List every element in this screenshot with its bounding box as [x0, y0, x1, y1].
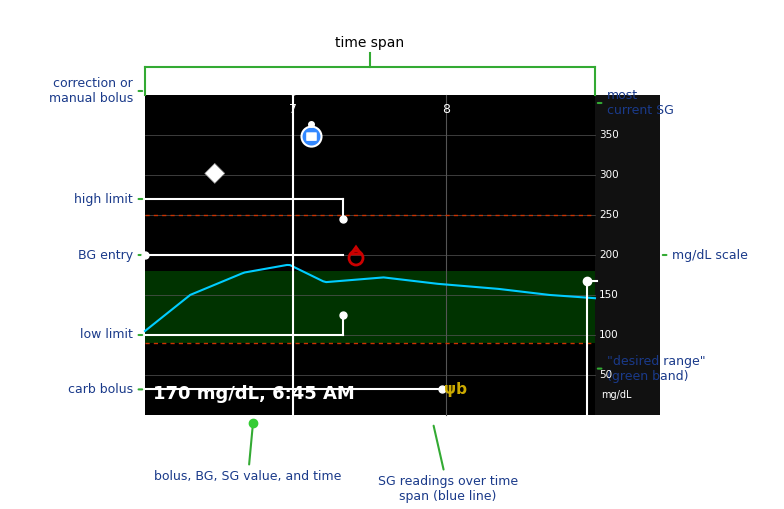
Text: time span: time span	[336, 36, 405, 50]
Text: 200: 200	[599, 250, 619, 260]
Text: mg/dL scale: mg/dL scale	[662, 248, 748, 262]
Text: 250: 250	[599, 210, 619, 220]
FancyBboxPatch shape	[307, 132, 317, 141]
Text: 150: 150	[599, 290, 619, 300]
Text: mg/dL: mg/dL	[601, 390, 631, 400]
Text: 8: 8	[442, 103, 451, 116]
Text: 170 mg/dL, 6:45 AM: 170 mg/dL, 6:45 AM	[153, 385, 354, 403]
Text: bolus, BG, SG value, and time: bolus, BG, SG value, and time	[154, 426, 342, 483]
Text: correction or
manual bolus: correction or manual bolus	[49, 77, 142, 105]
Polygon shape	[595, 95, 660, 415]
Text: 300: 300	[599, 170, 619, 180]
Polygon shape	[205, 163, 225, 183]
Text: high limit: high limit	[74, 192, 142, 206]
Text: "desired range"
(green band): "desired range" (green band)	[597, 355, 706, 383]
Text: ψb: ψb	[445, 382, 467, 397]
Text: BG entry: BG entry	[78, 248, 142, 262]
Text: low limit: low limit	[80, 328, 142, 342]
Text: 100: 100	[599, 330, 619, 340]
Circle shape	[302, 127, 321, 147]
Polygon shape	[145, 271, 595, 343]
Text: carb bolus: carb bolus	[68, 383, 142, 396]
Text: SG readings over time
span (blue line): SG readings over time span (blue line)	[378, 426, 518, 503]
Text: 7: 7	[289, 103, 297, 116]
Text: 350: 350	[599, 130, 619, 140]
Polygon shape	[145, 95, 595, 415]
Text: 50: 50	[599, 370, 612, 380]
Text: most
current SG: most current SG	[597, 89, 674, 117]
